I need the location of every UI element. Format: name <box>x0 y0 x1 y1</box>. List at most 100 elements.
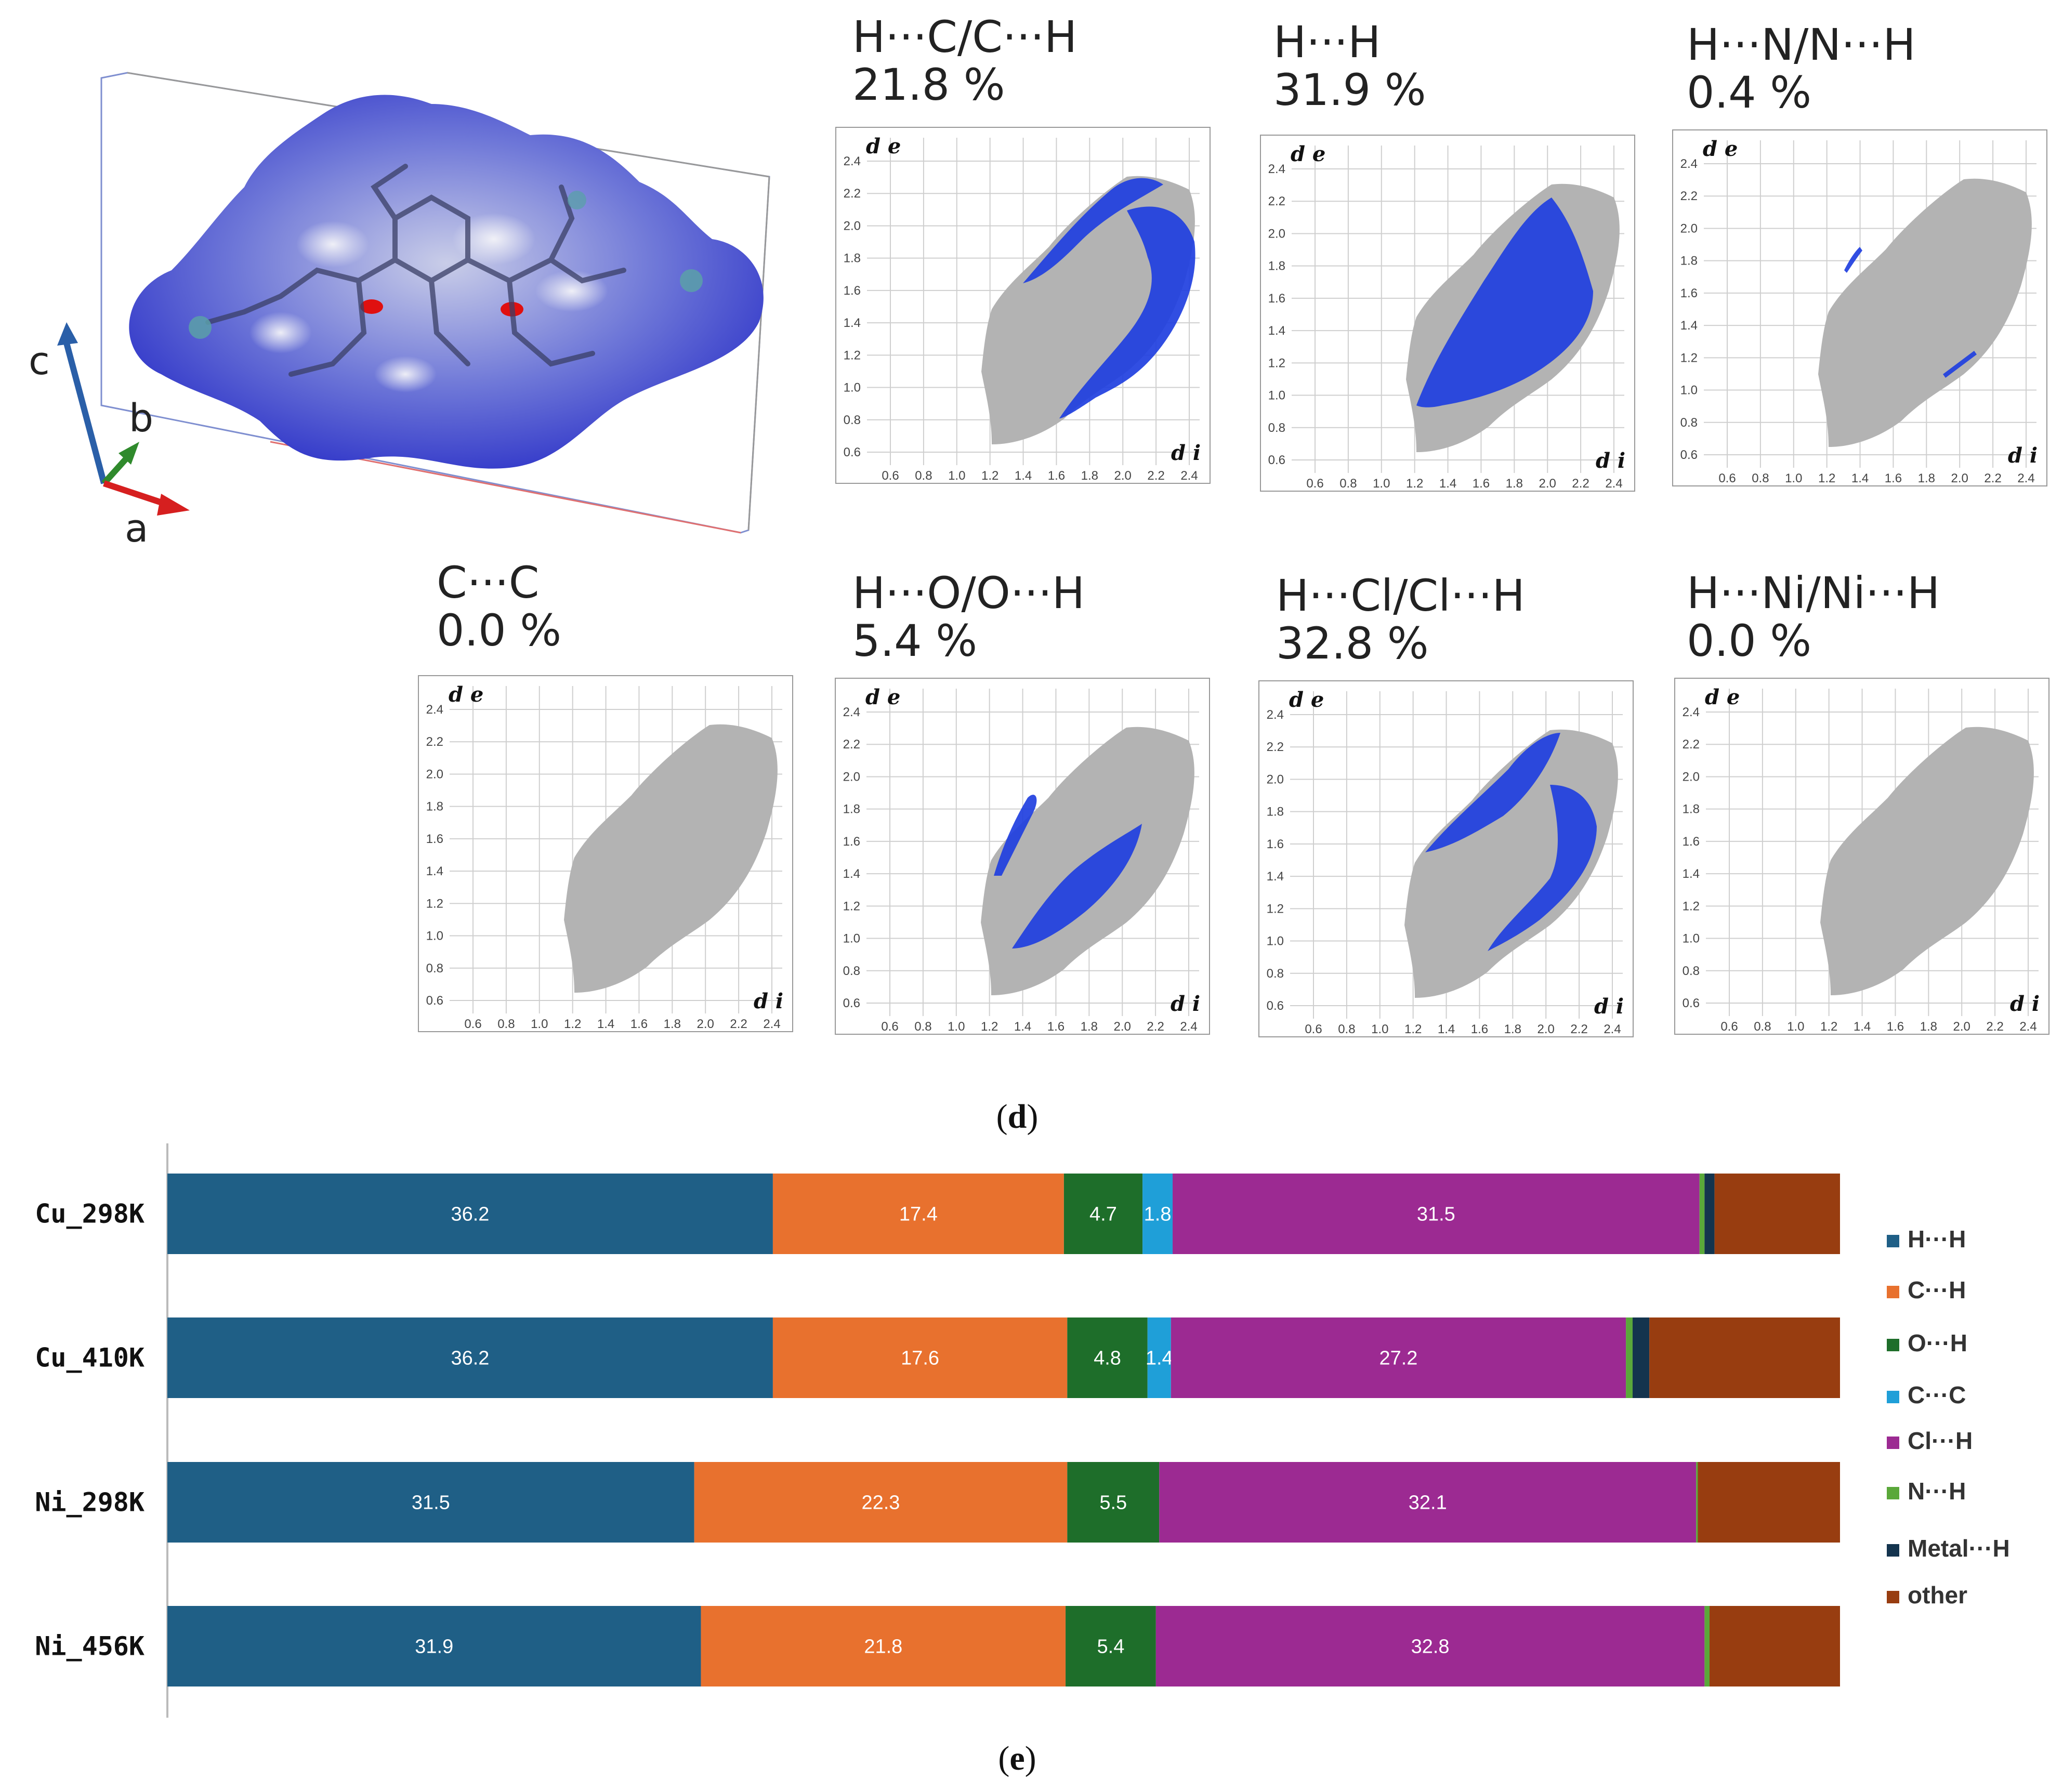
bar-segment <box>1147 1317 1171 1398</box>
fingerprint-percent: 21.8 % <box>852 59 1005 110</box>
category-label: Ni_298K <box>35 1487 144 1518</box>
fingerprint-panel: H···N/N···H0.4 % 0.6 0.8 1.0 1.2 1.4 1.6 1.8 2.0… <box>1672 19 2047 486</box>
x-tick-label: 1.2 <box>981 469 998 483</box>
y-tick-label: 2.0 <box>844 219 861 233</box>
fingerprint-title: H···O/O···H <box>852 568 1085 618</box>
data-label: 31.5 <box>1417 1204 1455 1226</box>
bar-segment <box>1696 1462 1698 1543</box>
bar-segment <box>1699 1174 1705 1254</box>
x-tick-label: 0.8 <box>1754 1020 1771 1034</box>
x-tick-label: 1.8 <box>664 1017 681 1031</box>
bar-segment <box>694 1462 1068 1543</box>
y-tick-label: 2.4 <box>1267 708 1284 722</box>
y-tick-label: 0.8 <box>426 961 443 976</box>
fingerprint-panel: C···C0.0 % 0.6 0.8 1.0 1.2 1.4 1.6 1.8 2.0 2.2 2.4… <box>418 557 793 1032</box>
y-axis-label: d e <box>1291 142 1325 166</box>
y-tick-label: 1.4 <box>1267 869 1284 884</box>
x-tick-label: 0.8 <box>497 1017 515 1031</box>
molecule-skeleton <box>205 164 626 377</box>
fingerprint-highlight-region <box>994 795 1142 948</box>
stacked-bar-chart: Cu_298K 36.2 17.4 4.7 1.8 31.5 Cu_410K 36.2 17.6… <box>35 1143 1840 1718</box>
a-axis-arrow <box>103 480 167 507</box>
legend-label: N···H <box>1908 1478 1966 1505</box>
y-tick-label: 2.0 <box>843 770 860 784</box>
y-tick-label: 1.6 <box>1683 835 1700 849</box>
data-label: 31.5 <box>412 1492 450 1514</box>
a-axis-label: a <box>125 506 148 551</box>
y-tick-label: 1.6 <box>843 835 860 849</box>
bar-segment <box>1063 1174 1143 1254</box>
y-axis-label: d e <box>1705 685 1740 709</box>
bar-segment <box>1159 1462 1697 1543</box>
fingerprint-percent: 31.9 % <box>1273 64 1426 115</box>
y-tick-label: 1.2 <box>844 348 861 362</box>
y-tick-label: 0.6 <box>844 445 861 459</box>
fingerprint-panel: H···Cl/Cl···H32.8 % 0.6 0.8 1.0 1.2 1.4 1.6 1.8… <box>1258 570 1634 1037</box>
x-tick-label: 2.0 <box>1114 469 1132 483</box>
legend-label: H···H <box>1908 1226 1966 1253</box>
y-tick-label: 2.2 <box>1267 740 1284 754</box>
fingerprint-title: H···H <box>1273 17 1381 68</box>
x-tick-label: 0.8 <box>914 1020 931 1034</box>
x-tick-label: 1.2 <box>1404 1022 1422 1036</box>
y-tick-label: 1.8 <box>844 252 861 266</box>
bar-segment <box>1626 1317 1633 1398</box>
crystal-axes: c b a <box>29 322 190 551</box>
x-tick-label: 0.6 <box>881 1020 898 1034</box>
bar-segment <box>167 1606 701 1686</box>
x-tick-label: 0.6 <box>1720 1020 1738 1034</box>
x-tick-label: 2.2 <box>1570 1022 1587 1036</box>
bar-segment <box>1704 1606 1710 1686</box>
category-label: Cu_298K <box>35 1199 144 1229</box>
x-tick-label: 1.8 <box>1506 477 1523 491</box>
y-tick-label: 2.0 <box>426 767 443 781</box>
y-tick-label: 2.2 <box>844 187 861 201</box>
x-axis-label: d i <box>2010 992 2040 1016</box>
y-tick-label: 0.6 <box>426 994 443 1008</box>
bar-segment <box>1067 1317 1148 1398</box>
bar-segment <box>1155 1606 1705 1686</box>
y-tick-label: 1.2 <box>1267 902 1284 916</box>
x-tick-label: 2.2 <box>1986 1020 2003 1034</box>
fingerprint-plot: 0.6 0.8 1.0 1.2 1.4 1.6 1.8 2.0 2.2 2.4 0.6 0.8 1.0 1… <box>835 127 1211 484</box>
x-tick-label: 1.0 <box>948 1020 965 1034</box>
x-tick-label: 1.6 <box>1471 1022 1488 1036</box>
y-tick-label: 2.4 <box>1680 157 1698 171</box>
bar-segment <box>1698 1462 1840 1543</box>
y-tick-label: 1.2 <box>426 897 443 911</box>
x-tick-label: 0.6 <box>1305 1022 1322 1036</box>
fingerprint-percent: 0.4 % <box>1687 67 1811 118</box>
y-tick-label: 1.4 <box>426 864 443 878</box>
bar-segment <box>1142 1174 1173 1254</box>
y-tick-label: 0.6 <box>1268 453 1285 467</box>
surface-blob <box>129 95 764 469</box>
fingerprint-percent: 0.0 % <box>437 605 561 656</box>
x-tick-label: 2.0 <box>1538 1022 1555 1036</box>
y-tick-label: 2.2 <box>1680 189 1698 203</box>
fingerprint-panel: H···O/O···H5.4 % 0.6 0.8 1.0 1.2 1.4 1.6 1.8 2.0… <box>835 568 1210 1035</box>
chart-legend: H···H C···H O···H C···C Cl···H N···H Metal···H… <box>1887 1226 2010 1609</box>
y-tick-label: 1.0 <box>426 929 443 943</box>
y-tick-label: 1.0 <box>1683 932 1700 946</box>
x-tick-label: 1.4 <box>1014 1020 1031 1034</box>
x-tick-label: 2.2 <box>1572 477 1589 491</box>
data-label: 5.5 <box>1099 1492 1127 1514</box>
legend-swatch <box>1887 1591 1899 1603</box>
x-tick-label: 2.4 <box>2019 1020 2036 1034</box>
x-tick-label: 2.4 <box>1604 1022 1621 1036</box>
legend-swatch <box>1887 1437 1899 1449</box>
y-tick-label: 0.8 <box>844 413 861 427</box>
x-tick-label: 1.8 <box>1504 1022 1521 1036</box>
x-tick-label: 0.6 <box>882 469 899 483</box>
x-axis-label: d i <box>754 989 783 1013</box>
data-label: 36.2 <box>451 1348 489 1369</box>
legend-label: C···C <box>1908 1381 1966 1408</box>
x-tick-label: 1.8 <box>1918 471 1935 485</box>
x-tick-label: 1.4 <box>597 1017 614 1031</box>
y-tick-label: 2.2 <box>426 735 443 749</box>
data-label: 17.4 <box>899 1204 938 1226</box>
y-tick-label: 0.6 <box>1267 999 1284 1013</box>
y-tick-label: 0.8 <box>1683 964 1700 978</box>
y-tick-label: 2.4 <box>1268 162 1285 176</box>
y-tick-label: 1.6 <box>1267 837 1284 851</box>
